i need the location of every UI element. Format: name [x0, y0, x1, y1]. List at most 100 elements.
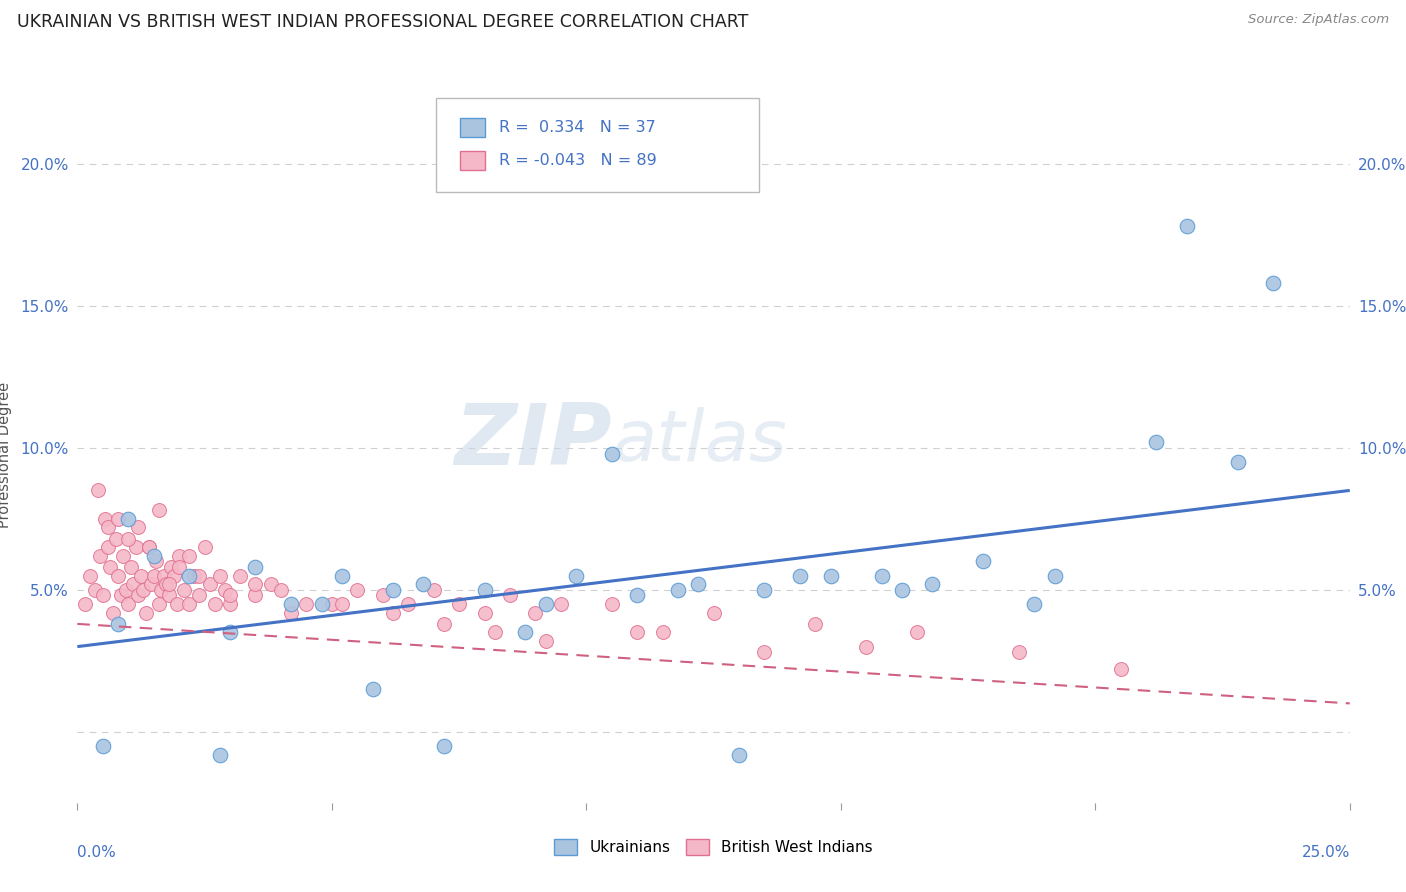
Point: [1024, 597, 1046, 611]
Point: [148, 503, 170, 517]
Point: [204, 597, 226, 611]
Point: [125, 540, 148, 554]
Point: [311, 597, 333, 611]
Point: [127, 589, 149, 603]
Point: [626, 625, 648, 640]
Point: [1008, 645, 1031, 659]
Point: [179, 597, 201, 611]
Point: [474, 582, 496, 597]
Point: [280, 606, 302, 620]
Point: [188, 568, 211, 582]
Point: [921, 577, 943, 591]
Text: R = -0.043   N = 89: R = -0.043 N = 89: [499, 153, 657, 168]
Point: [101, 606, 124, 620]
Point: [179, 568, 201, 582]
Point: [166, 597, 188, 611]
Point: [100, 560, 122, 574]
Point: [120, 560, 142, 574]
Point: [110, 589, 132, 603]
Point: [550, 597, 572, 611]
Point: [422, 582, 444, 597]
Point: [688, 577, 710, 591]
Point: [524, 606, 547, 620]
Point: [122, 577, 145, 591]
Point: [167, 560, 190, 574]
Point: [179, 549, 201, 563]
Point: [97, 540, 120, 554]
Point: [870, 568, 893, 582]
Point: [789, 568, 811, 582]
Point: [754, 645, 776, 659]
Y-axis label: Professional Degree: Professional Degree: [0, 382, 13, 528]
Point: [1144, 435, 1167, 450]
Text: UKRAINIAN VS BRITISH WEST INDIAN PROFESSIONAL DEGREE CORRELATION CHART: UKRAINIAN VS BRITISH WEST INDIAN PROFESS…: [17, 13, 748, 31]
Point: [114, 582, 136, 597]
Point: [135, 606, 157, 620]
Point: [245, 577, 267, 591]
Point: [142, 549, 165, 563]
Point: [855, 640, 877, 654]
Point: [138, 540, 160, 554]
Point: [160, 560, 183, 574]
Point: [600, 446, 623, 460]
Point: [433, 616, 456, 631]
Text: Source: ZipAtlas.com: Source: ZipAtlas.com: [1249, 13, 1389, 27]
Point: [270, 582, 292, 597]
Point: [1043, 568, 1066, 582]
Point: [163, 568, 186, 582]
Text: 25.0%: 25.0%: [1302, 845, 1350, 860]
Point: [728, 747, 751, 762]
Point: [565, 568, 588, 582]
Point: [245, 560, 267, 574]
Point: [97, 520, 120, 534]
Text: ZIP: ZIP: [454, 400, 612, 483]
Point: [534, 597, 557, 611]
Point: [330, 568, 353, 582]
Point: [188, 589, 211, 603]
Point: [194, 540, 217, 554]
Point: [449, 597, 471, 611]
Point: [183, 568, 205, 582]
Point: [142, 568, 165, 582]
Point: [346, 582, 368, 597]
Legend: Ukrainians, British West Indians: Ukrainians, British West Indians: [548, 833, 879, 862]
Point: [972, 554, 994, 568]
Point: [107, 512, 129, 526]
Point: [484, 625, 506, 640]
Point: [148, 597, 170, 611]
Point: [515, 625, 537, 640]
Point: [84, 582, 107, 597]
Point: [208, 747, 231, 762]
Point: [219, 625, 242, 640]
Point: [330, 597, 353, 611]
Point: [107, 616, 129, 631]
Point: [73, 597, 96, 611]
Point: [499, 589, 522, 603]
Point: [600, 597, 623, 611]
Point: [145, 554, 167, 568]
Point: [86, 483, 108, 498]
Point: [754, 582, 776, 597]
Point: [104, 532, 127, 546]
Point: [132, 582, 155, 597]
Point: [666, 582, 689, 597]
Point: [138, 540, 160, 554]
Point: [321, 597, 343, 611]
Point: [107, 568, 129, 582]
Point: [804, 616, 827, 631]
Point: [371, 589, 394, 603]
Point: [229, 568, 252, 582]
Point: [219, 597, 242, 611]
Point: [534, 634, 557, 648]
Point: [361, 682, 384, 697]
Point: [820, 568, 842, 582]
Point: [1263, 276, 1285, 290]
Point: [79, 568, 101, 582]
Point: [1175, 219, 1198, 234]
Point: [890, 582, 912, 597]
Point: [89, 549, 111, 563]
Point: [153, 568, 176, 582]
Point: [208, 568, 231, 582]
Point: [117, 597, 139, 611]
Point: [1109, 662, 1132, 676]
